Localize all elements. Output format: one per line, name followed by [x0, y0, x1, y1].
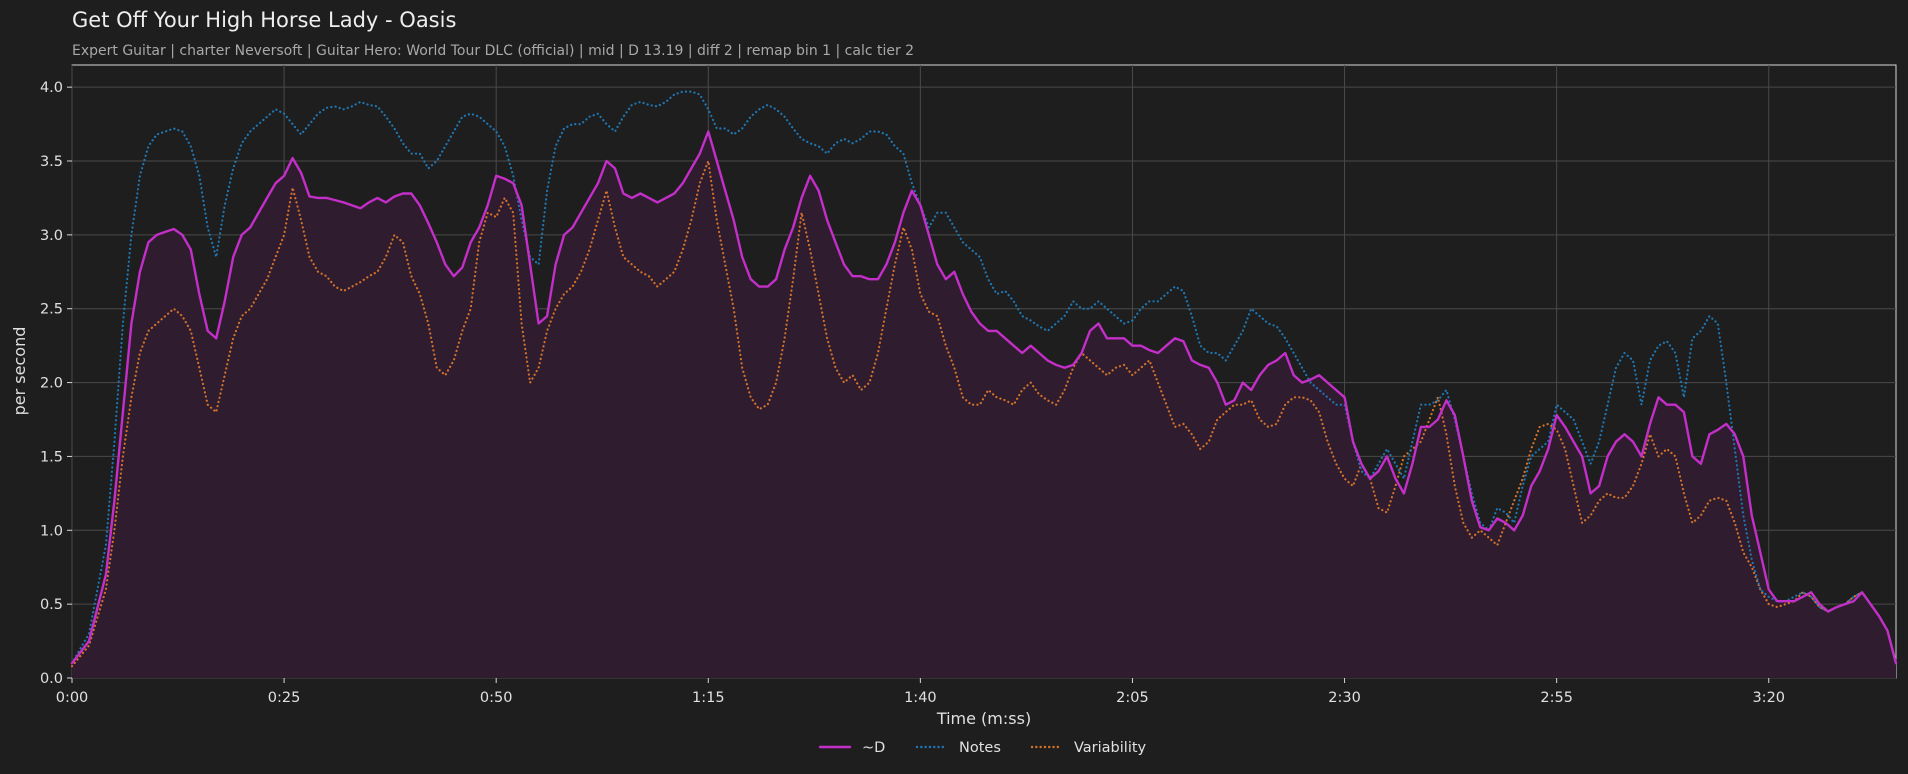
x-tick-label: 1:40: [904, 690, 937, 706]
legend-label: Variability: [1074, 740, 1147, 756]
chart-title: Get Off Your High Horse Lady - Oasis: [72, 8, 456, 32]
series-fill-d: [72, 131, 1896, 678]
y-tick-label: 0.5: [40, 597, 63, 613]
legend: ~D Notes Variability: [818, 740, 1147, 756]
y-tick-label: 2.0: [40, 376, 63, 392]
series-line-d: [70, 130, 1898, 665]
legend-label: ~D: [862, 740, 885, 756]
x-tick-label: 0:25: [268, 690, 301, 706]
x-tick-label: 2:55: [1540, 690, 1573, 706]
x-tick-label: 2:30: [1328, 690, 1361, 706]
y-tick-label: 3.5: [40, 154, 63, 170]
y-tick-label: 1.0: [40, 523, 63, 539]
y-tick-label: 1.5: [40, 449, 63, 465]
series-lines: [70, 90, 1898, 668]
x-tick-label: 3:20: [1752, 690, 1785, 706]
x-tick-label: 0:50: [480, 690, 513, 706]
x-axis-ticks: 0:00 0:25 0:50 1:15 1:40 2:05 2:30 2:55 3:20: [56, 678, 1785, 706]
area-fills: [72, 131, 1896, 678]
x-axis-label: Time (m:ss): [936, 709, 1031, 728]
y-axis-label: per second: [10, 327, 29, 416]
y-axis-ticks: 0.0 0.5 1.0 1.5 2.0 2.5 3.0 3.5 4.0: [40, 80, 72, 687]
series-line-variability: [70, 159, 1898, 668]
y-tick-label: 3.0: [40, 228, 63, 244]
x-tick-label: 1:15: [692, 690, 725, 706]
legend-label: Notes: [959, 740, 1001, 756]
y-tick-label: 2.5: [40, 302, 63, 318]
y-tick-label: 0.0: [40, 671, 63, 687]
chart-subtitle: Expert Guitar | charter Neversoft | Guit…: [72, 43, 914, 59]
y-tick-label: 4.0: [40, 80, 63, 96]
x-tick-label: 0:00: [56, 690, 89, 706]
x-tick-label: 2:05: [1116, 690, 1149, 706]
series-line-notes: [70, 90, 1898, 665]
